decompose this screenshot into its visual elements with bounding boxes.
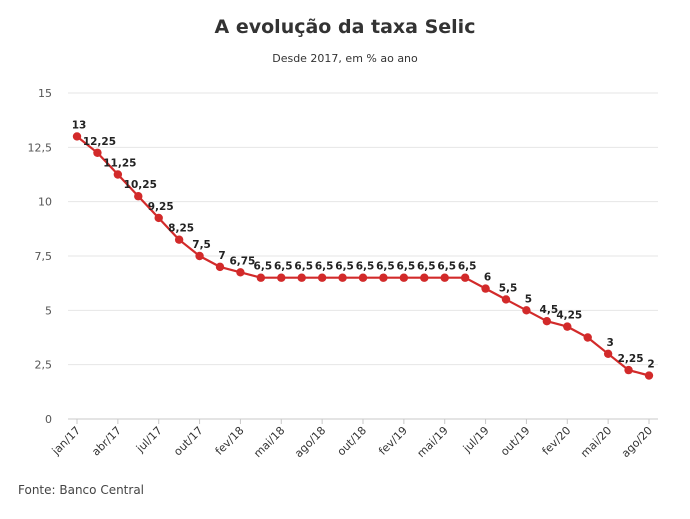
point-layer: [72, 132, 654, 380]
data-label: 7,5: [192, 239, 211, 251]
x-tick-label: ago/20: [619, 424, 655, 460]
x-tick-label: out/18: [335, 424, 369, 458]
data-point: [297, 273, 306, 282]
data-label: 6,5: [356, 261, 375, 273]
chart-subtitle: Desde 2017, em % ao ano: [272, 52, 418, 65]
data-point: [399, 273, 409, 282]
data-point: [420, 273, 429, 282]
y-tick-label: 15: [38, 87, 52, 100]
data-point: [603, 349, 613, 358]
data-label: 6,5: [335, 261, 354, 273]
data-point: [134, 192, 143, 201]
data-point: [215, 262, 225, 272]
x-tick-label: fev/19: [376, 424, 410, 458]
data-label: 6,75: [229, 255, 255, 267]
y-tick-label: 10: [38, 196, 52, 209]
data-point: [583, 333, 592, 342]
data-point: [644, 371, 654, 380]
x-tick-label: out/19: [498, 424, 532, 458]
data-point: [440, 273, 449, 282]
data-point: [195, 251, 204, 261]
data-label: 5: [525, 293, 532, 305]
x-tick-label: fev/20: [540, 424, 574, 458]
data-label: 6,5: [458, 261, 477, 273]
data-label: 2,25: [618, 353, 644, 365]
x-tick-label: out/17: [171, 424, 205, 458]
y-tick-label: 7,5: [35, 250, 53, 263]
data-point: [338, 273, 347, 282]
data-label: 3: [606, 337, 613, 349]
data-label: 2: [647, 359, 654, 371]
data-point: [501, 295, 511, 304]
y-tick-label: 0: [45, 413, 52, 426]
data-point: [522, 306, 531, 315]
data-point: [460, 273, 470, 282]
data-label: 6,5: [254, 261, 273, 273]
data-label: 6,5: [437, 261, 456, 273]
grid-layer: [68, 92, 658, 420]
data-point: [317, 273, 327, 282]
data-label: 13: [72, 119, 87, 131]
data-point: [563, 322, 572, 331]
x-tick-label: mai/18: [251, 424, 287, 460]
data-label: 6,5: [417, 261, 436, 273]
data-label: 12,25: [83, 136, 116, 148]
data-label: 6,5: [315, 261, 334, 273]
data-label: 4,5: [540, 304, 559, 316]
data-label: 6,5: [294, 261, 313, 273]
axis-layer: 0 2,5 5 7,5 10 12,5 15 jan/17 abr/17 jul/17 out/17…: [28, 87, 656, 460]
data-label: 5,5: [499, 282, 518, 294]
x-tick-label: jan/17: [49, 424, 83, 458]
data-point: [542, 317, 552, 326]
data-label: 7: [218, 250, 225, 262]
data-point: [93, 148, 102, 157]
x-tick-label: mai/20: [578, 424, 614, 460]
data-label: 6,5: [376, 261, 395, 273]
x-tick-label: mai/19: [415, 424, 451, 460]
data-label: 10,25: [124, 179, 157, 191]
data-label: 9,25: [148, 201, 174, 213]
data-label: 6,5: [274, 261, 293, 273]
x-tick-label: jul/19: [460, 424, 492, 456]
data-point: [113, 170, 123, 179]
chart-source: Fonte: Banco Central: [18, 483, 145, 497]
data-label: 6: [484, 272, 491, 284]
data-label: 4,25: [556, 310, 582, 322]
data-point: [174, 235, 184, 244]
data-label: 8,25: [168, 223, 194, 235]
data-label: 11,25: [103, 158, 136, 170]
y-tick-label: 2,5: [35, 359, 53, 372]
data-point: [72, 132, 82, 141]
x-tick-label: abr/17: [89, 424, 124, 459]
data-point: [379, 273, 388, 282]
data-point: [624, 365, 633, 375]
x-tick-label: ago/18: [292, 424, 328, 460]
y-tick-label: 5: [45, 304, 52, 317]
data-point: [277, 273, 286, 282]
data-point: [236, 268, 245, 277]
y-tick-label: 12,5: [28, 141, 53, 154]
chart-title: A evolução da taxa Selic: [214, 16, 476, 38]
data-point: [358, 273, 368, 282]
data-point: [154, 213, 163, 223]
data-point: [256, 273, 266, 282]
x-tick-label: fev/18: [213, 424, 247, 458]
x-tick-label: jul/17: [133, 424, 165, 456]
data-point: [481, 284, 490, 293]
data-label: 6,5: [397, 261, 416, 273]
